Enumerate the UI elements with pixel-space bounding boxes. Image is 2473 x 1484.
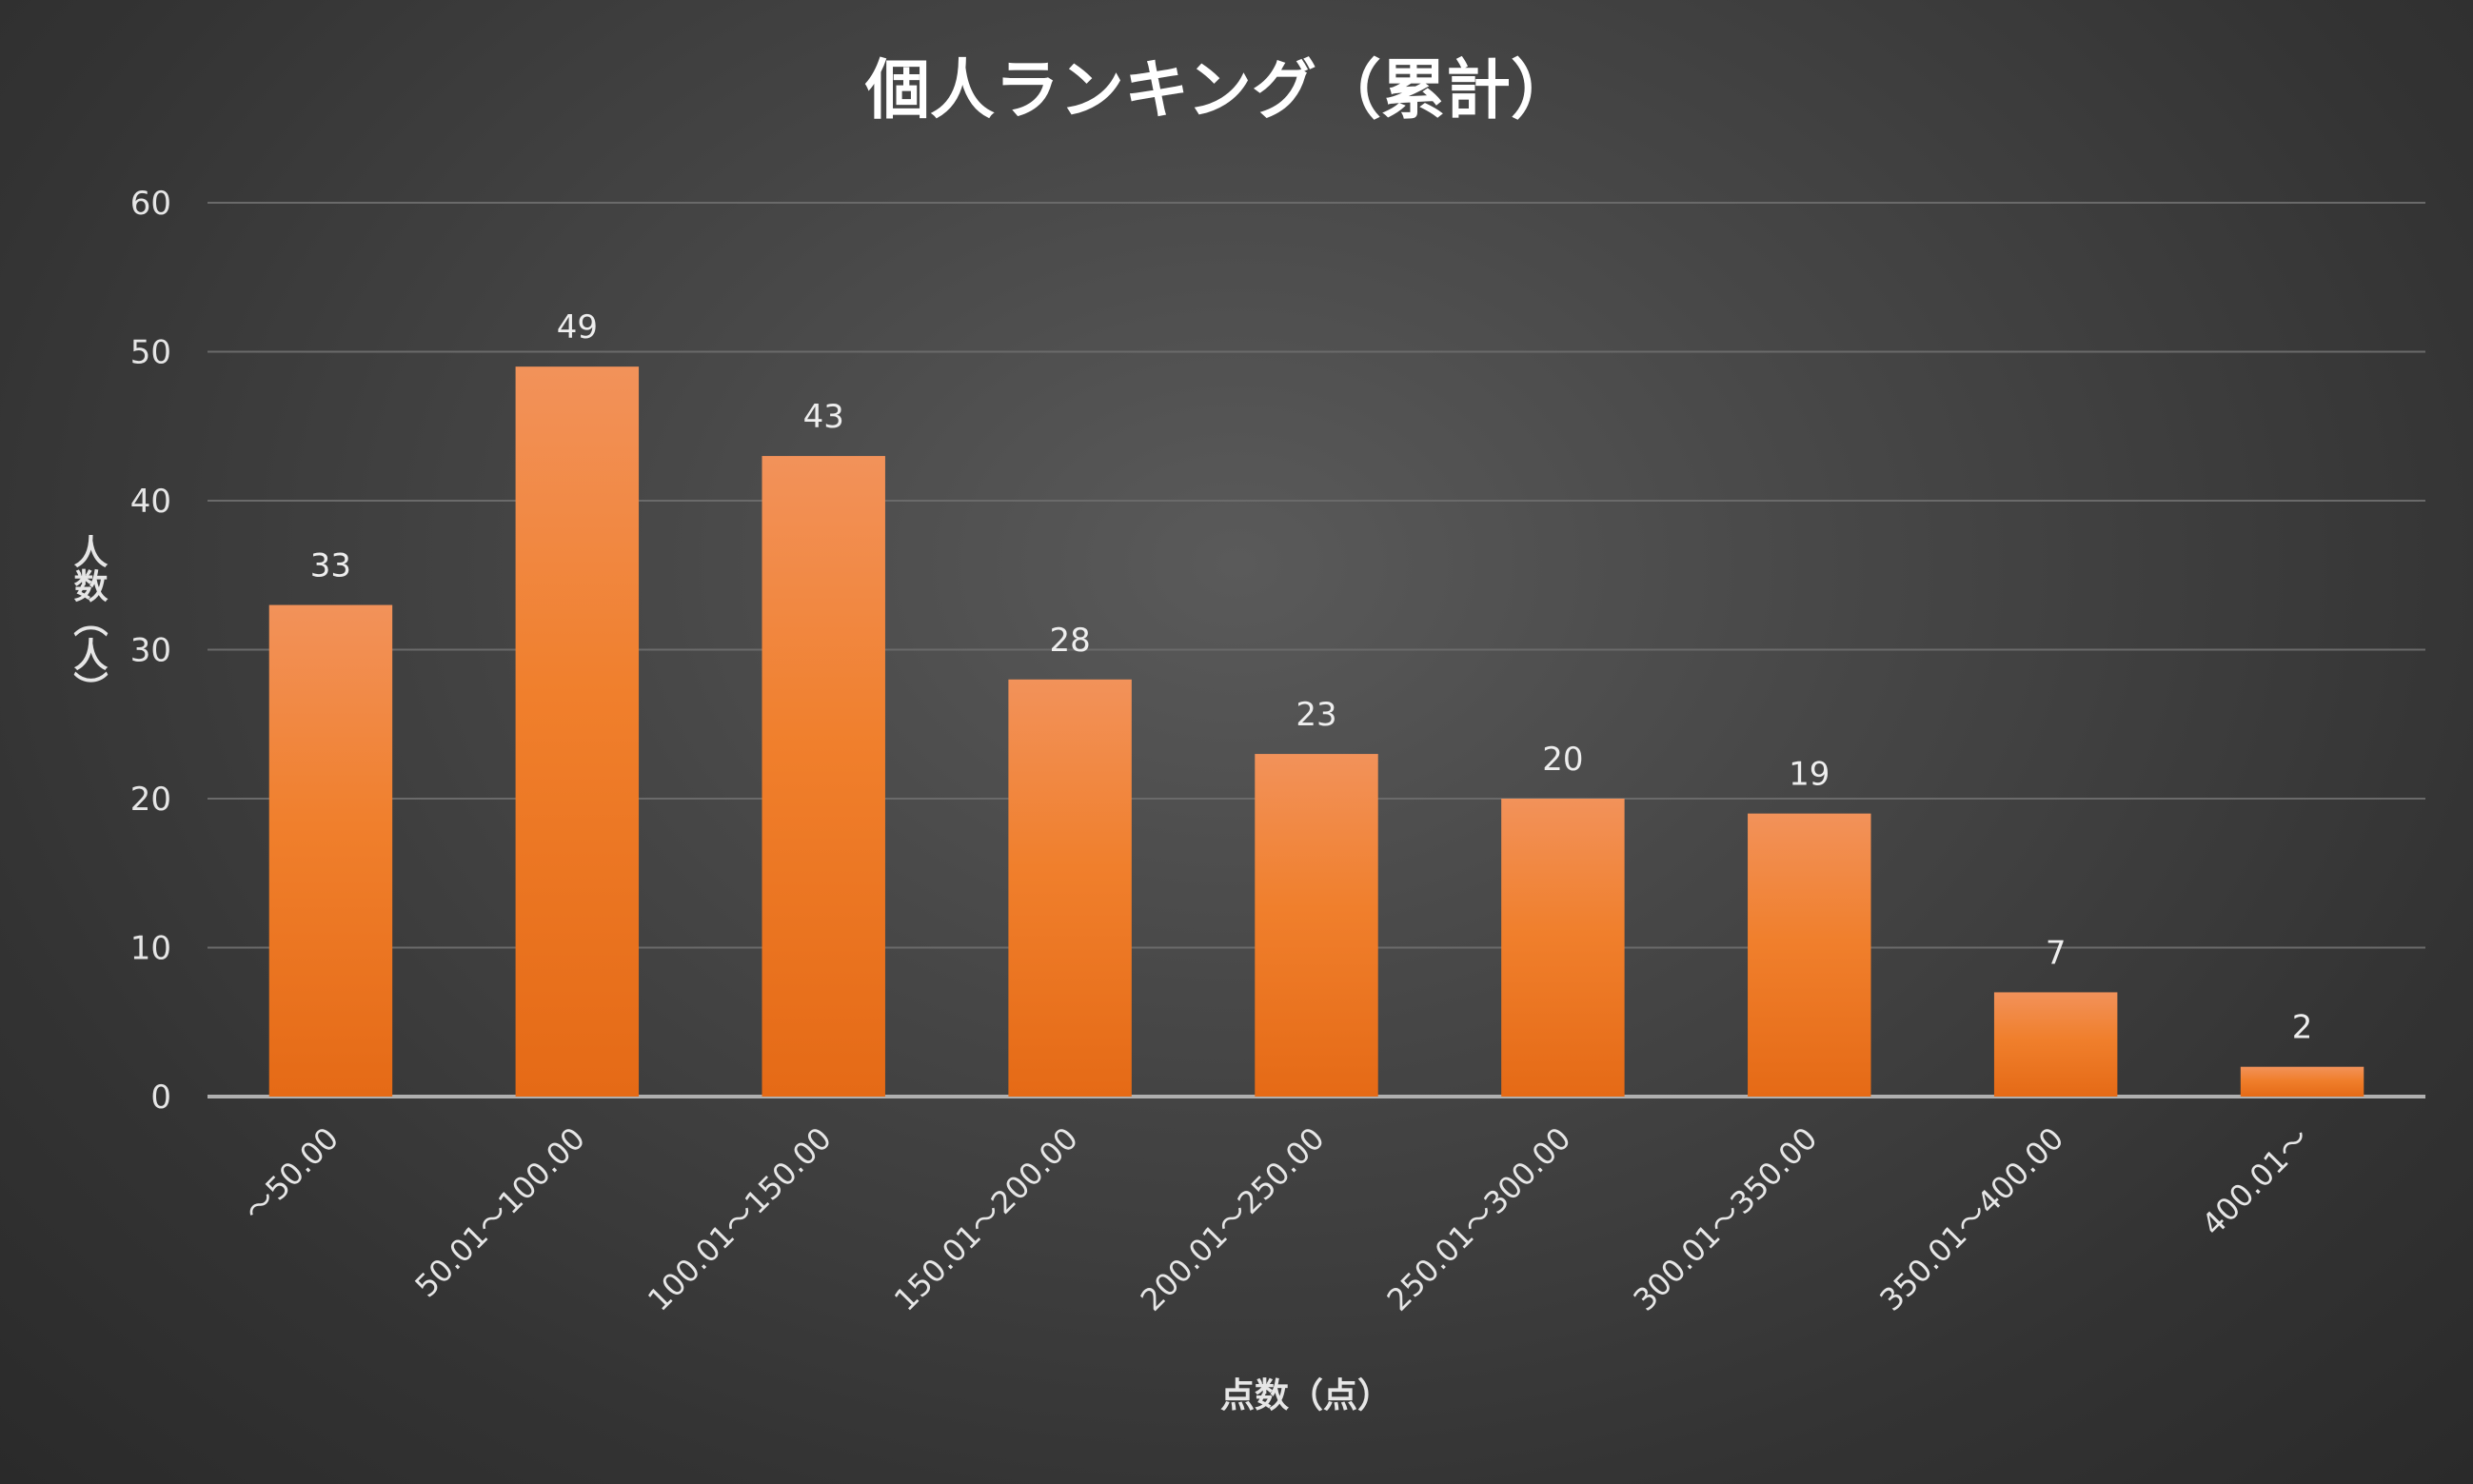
data-label: 28 (1049, 622, 1090, 660)
y-axis-ticks: 0 10 20 30 40 50 60 (130, 185, 171, 1117)
x-tick-label: ～50.00 (237, 1120, 346, 1229)
data-label: 2 (2292, 1009, 2313, 1047)
y-tick-label: 60 (130, 185, 171, 223)
data-labels: 33 49 43 28 23 20 19 7 2 (310, 308, 2313, 1047)
bar (1008, 679, 1132, 1097)
y-tick-label: 50 (130, 334, 171, 372)
x-tick-label: 100.01～150.00 (641, 1120, 839, 1318)
x-tick-label: 300.01～350.00 (1627, 1120, 1825, 1318)
bars (268, 366, 2364, 1097)
y-tick-label: 0 (150, 1078, 171, 1117)
x-axis-title: 点数（点） (1220, 1376, 1392, 1415)
chart-title: 個人ランキング（累計） (864, 53, 1575, 129)
bar (762, 456, 885, 1097)
data-label: 19 (1789, 756, 1830, 794)
x-tick-label: 200.01～250.00 (1134, 1120, 1332, 1318)
data-label: 49 (557, 308, 598, 346)
x-tick-label: 150.01～200.00 (887, 1120, 1085, 1318)
x-tick-label: 250.01～300.00 (1380, 1120, 1578, 1318)
x-tick-label: 50.01～100.00 (408, 1120, 592, 1304)
x-tick-label: 400.01～ (2195, 1120, 2318, 1243)
bar (1255, 754, 1378, 1097)
data-label: 20 (1542, 741, 1583, 779)
data-label: 33 (310, 547, 351, 585)
bar (1993, 992, 2118, 1097)
data-label: 7 (2046, 934, 2067, 972)
y-tick-label: 20 (130, 781, 171, 819)
x-axis-ticks: ～50.00 50.01～100.00 100.01～150.00 150.01～20… (237, 1120, 2317, 1318)
bar (1501, 799, 1625, 1097)
y-tick-label: 40 (130, 483, 171, 521)
y-axis-title: 人数（人） (69, 534, 109, 705)
bar (2240, 1066, 2364, 1097)
x-tick-label: 350.01～400.00 (1872, 1120, 2070, 1318)
bar (268, 604, 393, 1097)
data-label: 23 (1296, 696, 1336, 734)
data-label: 43 (803, 398, 844, 436)
bar (1748, 813, 1871, 1097)
y-tick-label: 30 (130, 632, 171, 670)
y-tick-label: 10 (130, 930, 171, 968)
bar (515, 366, 640, 1097)
